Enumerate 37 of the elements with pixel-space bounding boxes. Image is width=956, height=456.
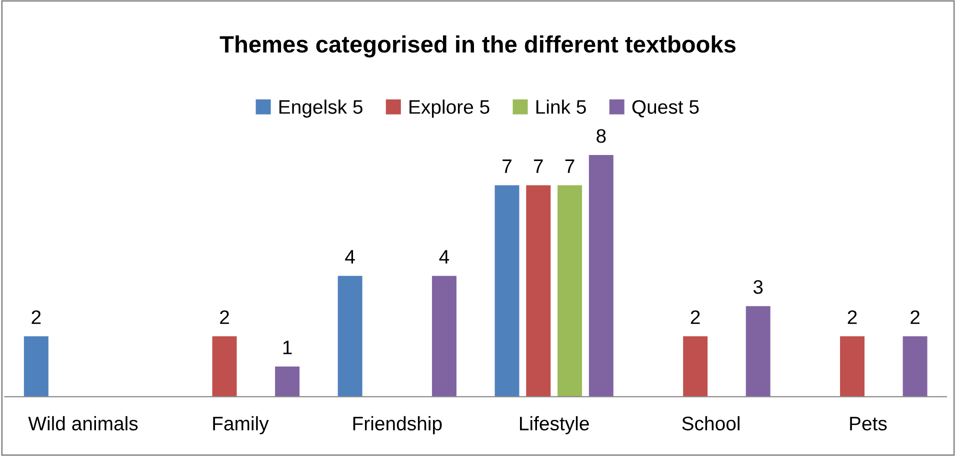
bar — [24, 336, 48, 397]
chart-title: Themes categorised in the different textbooks — [220, 35, 736, 58]
bar — [558, 185, 582, 397]
data-label: 7 — [565, 160, 574, 173]
data-label: 3 — [753, 280, 763, 294]
data-label: 1 — [283, 340, 292, 354]
data-label: 2 — [220, 310, 229, 324]
bar — [902, 336, 928, 397]
bar — [683, 336, 708, 397]
bar — [212, 336, 237, 397]
data-label: 4 — [345, 250, 355, 264]
x-tick-label: School — [682, 416, 740, 430]
legend-label: Explore 5 — [410, 100, 490, 118]
data-label: 8 — [596, 129, 606, 143]
data-label: 4 — [439, 250, 450, 264]
x-tick-label: Lifestyle — [520, 416, 589, 434]
x-tick-label: Family — [213, 416, 269, 434]
data-label: 2 — [910, 310, 920, 324]
bar — [746, 306, 770, 397]
data-label: 7 — [502, 160, 512, 173]
bar — [432, 276, 456, 397]
bar — [275, 366, 300, 397]
data-label: 2 — [690, 310, 700, 324]
legend-label: Link 5 — [536, 100, 586, 114]
x-tick-label: Wild animals — [28, 416, 138, 430]
bar — [840, 336, 865, 397]
data-label: 7 — [534, 160, 543, 173]
bar — [526, 185, 551, 397]
x-tick-label: Pets — [850, 416, 887, 430]
data-label: 2 — [32, 310, 41, 324]
data-label: 2 — [848, 310, 857, 324]
bar — [588, 155, 614, 397]
bar — [338, 276, 362, 397]
legend-label: Quest 5 — [632, 100, 699, 118]
x-tick-label: Friendship — [353, 416, 442, 434]
bar — [494, 185, 520, 397]
legend-label: Engelsk 5 — [279, 100, 362, 118]
